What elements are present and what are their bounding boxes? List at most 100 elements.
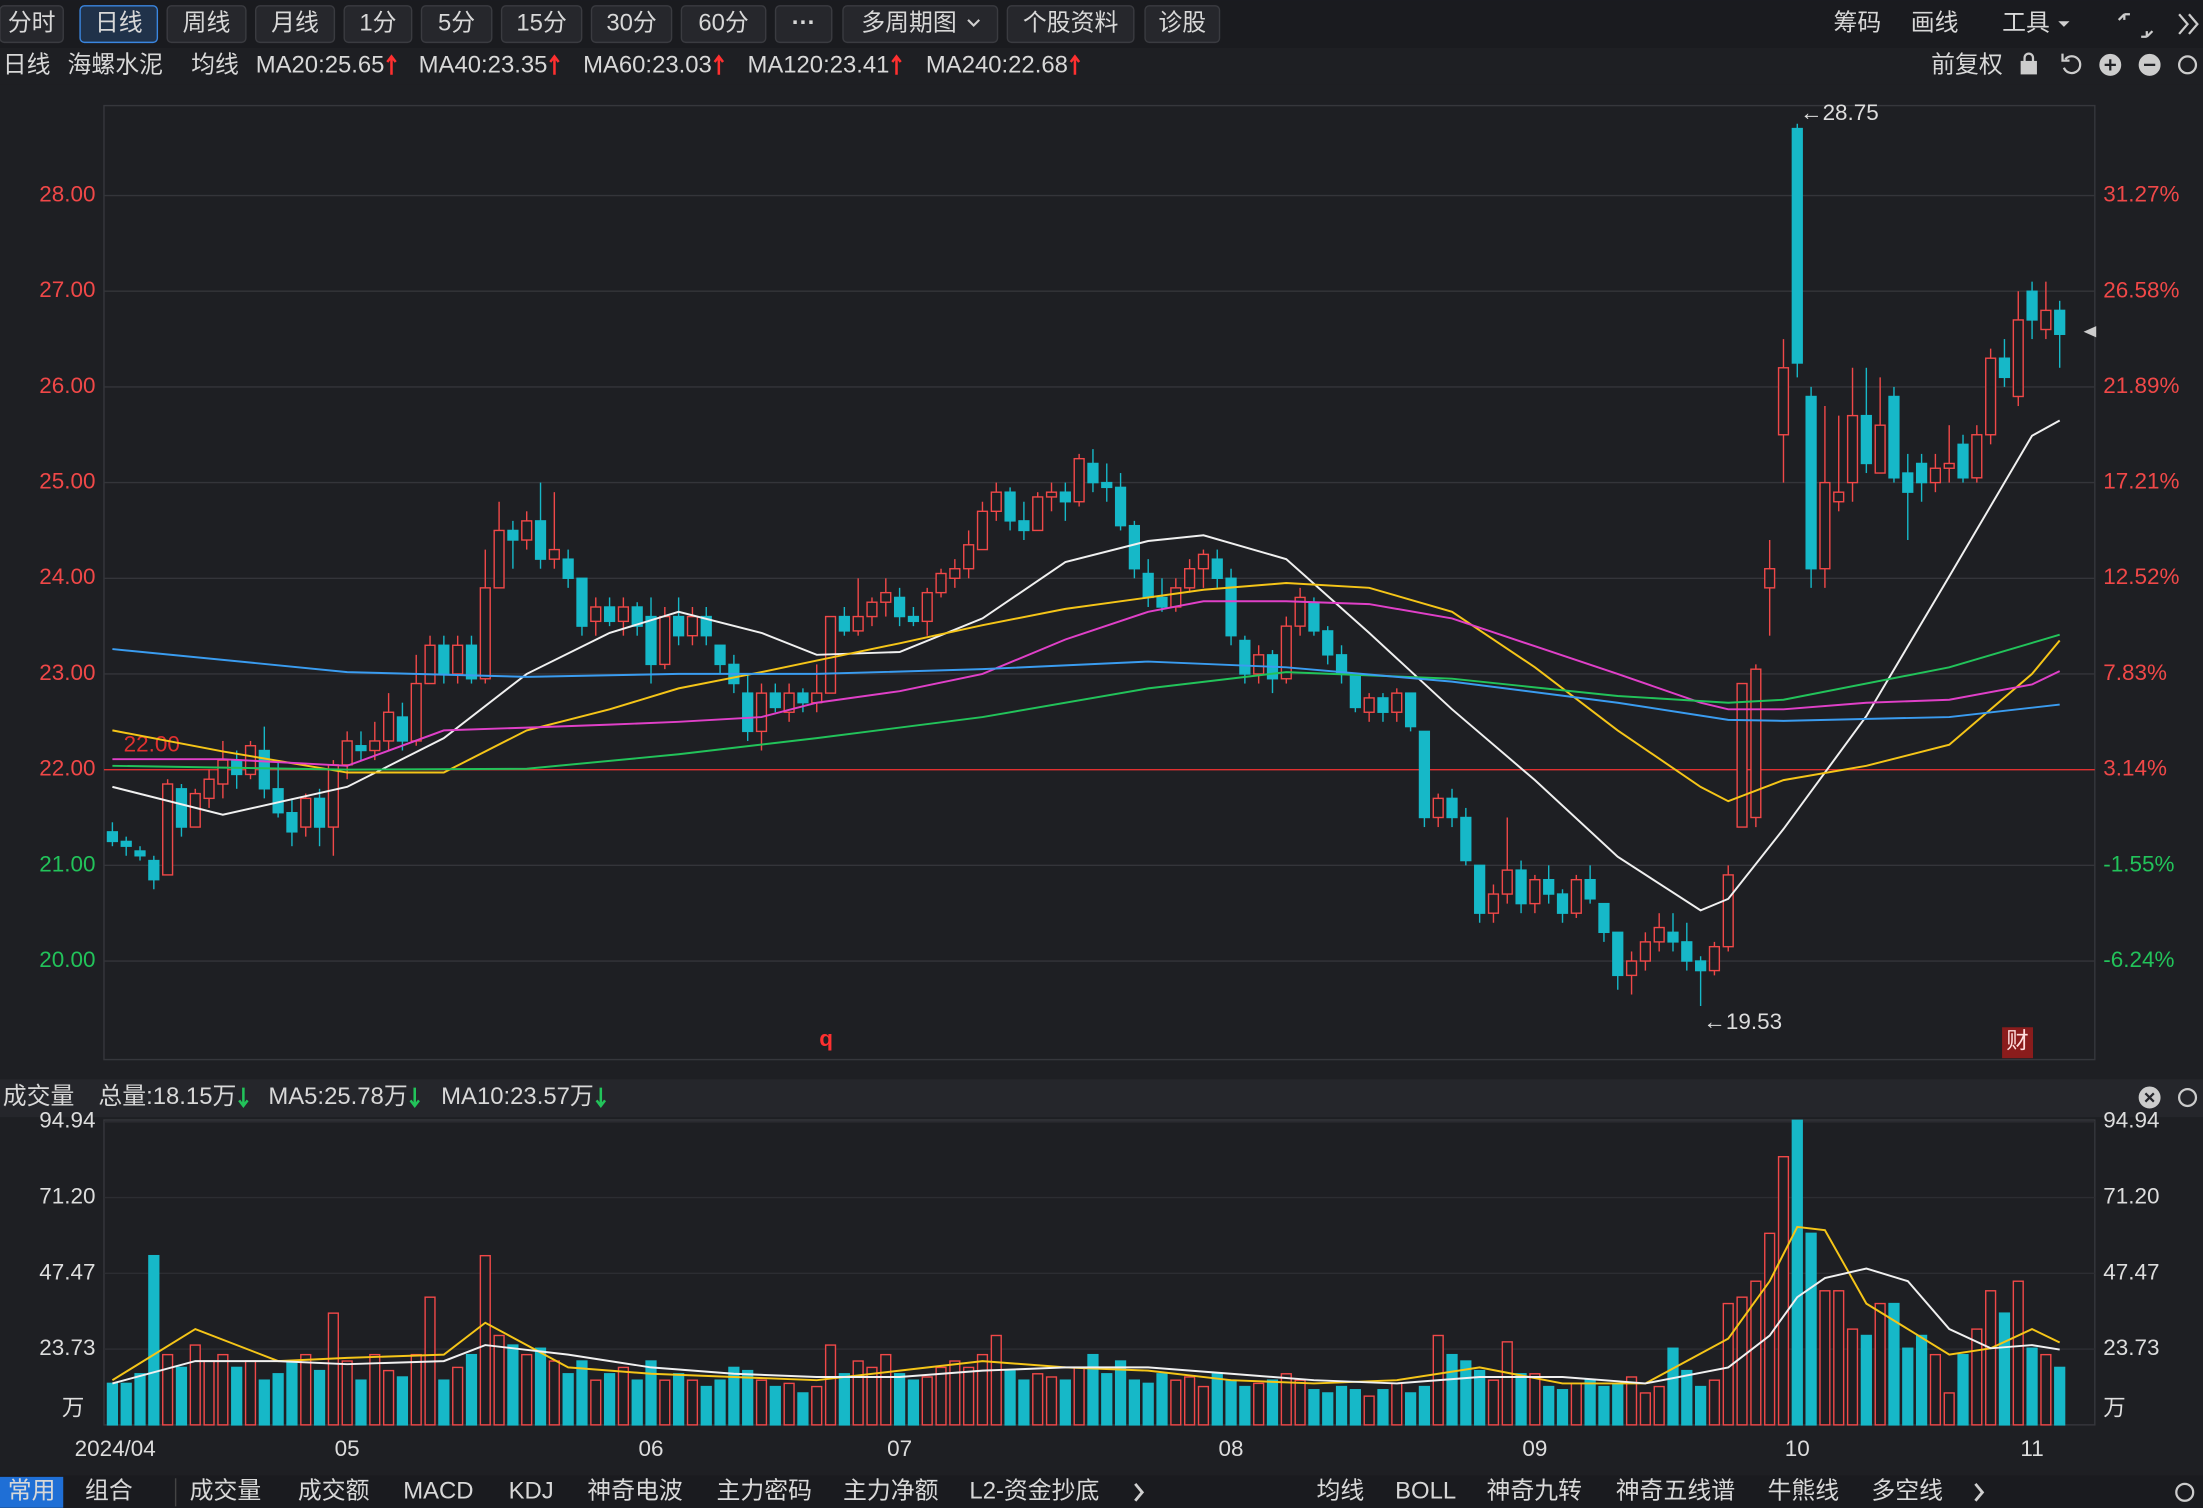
bottom-tab[interactable]: KDJ — [509, 1478, 554, 1505]
y2-tick-label: 17.21% — [2103, 469, 2179, 494]
toolbar-button-bg[interactable] — [79, 5, 159, 44]
candle-body — [300, 797, 312, 828]
y-tick-label: 94.94 — [39, 1108, 95, 1133]
tabs-more[interactable] — [1134, 1482, 1145, 1502]
toolbar-button-bg[interactable] — [680, 5, 767, 44]
bottom-tab[interactable]: 组合 — [85, 1478, 133, 1505]
volume-bar — [479, 1254, 491, 1426]
toolbar-button[interactable]: 诊股 — [1158, 9, 1206, 36]
unit-label: 万 — [62, 1395, 84, 1420]
bottom-tab[interactable]: 神奇九转 — [1486, 1478, 1582, 1505]
toolbar-button-bg[interactable] — [166, 5, 247, 44]
toolbar-button-bg[interactable] — [774, 5, 833, 44]
volume-bar — [631, 1379, 643, 1426]
candle-body — [1708, 945, 1721, 972]
candle-body — [783, 692, 795, 713]
bottom-tab[interactable]: 主力密码 — [717, 1478, 813, 1505]
volume-bar — [921, 1376, 933, 1426]
settings-icon[interactable] — [2177, 55, 2198, 75]
y2-tick-label: 26.58% — [2103, 277, 2179, 302]
bottom-tab[interactable]: 成交量 — [190, 1478, 262, 1505]
tabs-more[interactable] — [1974, 1482, 1985, 1502]
bottom-settings-icon[interactable] — [2175, 1482, 2195, 1502]
toolbar-button[interactable]: 月线 — [271, 9, 319, 36]
toolbar-button-bg[interactable] — [343, 5, 413, 44]
collapse-icon[interactable] — [2178, 13, 2199, 35]
toolbar-button-bg[interactable] — [1144, 5, 1221, 44]
bottom-tab[interactable]: L2-资金抄底 — [969, 1478, 1099, 1505]
toolbar-button[interactable]: 多周期图 — [861, 9, 957, 36]
lock-shackle — [2023, 52, 2035, 63]
volume-bar — [1253, 1382, 1265, 1426]
candle-body — [1446, 797, 1458, 819]
bottom-tab[interactable]: 神奇电波 — [587, 1478, 683, 1505]
toolbar-button[interactable]: 60分 — [698, 9, 748, 36]
event-marker[interactable]: q — [819, 1026, 833, 1051]
toolbar-button[interactable]: 画线 — [1911, 9, 1959, 36]
volume-bar — [700, 1385, 712, 1426]
candle-body — [1639, 941, 1651, 962]
volume-settings-icon[interactable] — [2177, 1087, 2198, 1108]
x-tick-label: 09 — [1522, 1436, 1547, 1461]
toolbar-button[interactable]: 个股资料 — [1023, 9, 1119, 36]
candle-body — [576, 577, 588, 627]
toolbar-button[interactable]: 周线 — [183, 9, 231, 36]
bottom-tab[interactable]: MACD — [403, 1478, 473, 1505]
toolbar-button[interactable]: 分时 — [8, 9, 56, 36]
x-tick-label: 05 — [335, 1436, 360, 1461]
tab-bg[interactable] — [0, 1476, 64, 1508]
candle-body — [1667, 931, 1679, 943]
toolbar-button[interactable]: 30分 — [606, 9, 656, 36]
toolbar-button-bg[interactable] — [1006, 5, 1135, 44]
volume-bar — [120, 1382, 132, 1426]
bottom-tab[interactable]: 均线 — [1316, 1478, 1364, 1505]
x — [2144, 1092, 2155, 1103]
toolbar-button-bg[interactable] — [255, 5, 336, 44]
bottom-tab[interactable]: 神奇五线谱 — [1616, 1478, 1735, 1505]
bottom-tab[interactable]: 多空线 — [1871, 1478, 1943, 1505]
ma-label[interactable]: 均线 — [191, 52, 239, 79]
volume-bar — [1446, 1353, 1458, 1426]
bottom-tab[interactable]: 牛熊线 — [1767, 1478, 1839, 1505]
finance-marker-bg[interactable] — [2002, 1027, 2033, 1059]
volume-bar — [1667, 1347, 1679, 1426]
volume-bar — [258, 1379, 270, 1426]
candle-body — [631, 606, 643, 627]
toolbar-button[interactable]: 1分 — [359, 9, 396, 36]
toolbar-button[interactable]: 筹码 — [1834, 9, 1882, 36]
toolbar-button-bg[interactable] — [590, 5, 673, 44]
lock-icon[interactable] — [2020, 60, 2037, 75]
volume-bar — [728, 1366, 740, 1426]
toolbar-button-bg[interactable] — [842, 5, 999, 44]
toolbar-button[interactable]: 日线 — [95, 9, 143, 36]
volume-bar — [1363, 1395, 1375, 1426]
bottom-tab[interactable]: 成交额 — [298, 1478, 370, 1505]
volume-bar — [300, 1353, 312, 1426]
candle-body — [714, 644, 726, 666]
toolbar-button-bg[interactable] — [0, 5, 64, 44]
volume-bar — [231, 1366, 243, 1426]
toolbar-button[interactable]: 15分 — [516, 9, 566, 36]
toolbar-button-bg[interactable] — [420, 5, 493, 44]
adjust-label[interactable]: 前复权 — [1931, 52, 2003, 79]
bottom-tab[interactable]: 主力净额 — [843, 1478, 939, 1505]
candle-body — [313, 797, 326, 828]
toolbar-button[interactable]: 工具 — [2002, 9, 2050, 36]
candle-body — [1018, 520, 1030, 532]
bottom-tab[interactable]: BOLL — [1395, 1478, 1456, 1505]
toolbar-button-bg[interactable] — [500, 5, 583, 44]
bottom-tab[interactable]: 常用 — [8, 1478, 56, 1505]
expand-icon[interactable] — [2117, 13, 2154, 38]
undo-icon[interactable] — [2061, 53, 2082, 75]
volume-bar — [1280, 1373, 1292, 1426]
volume-bar — [1156, 1373, 1168, 1426]
up-arrow — [713, 54, 725, 75]
x-tick-label: 10 — [1785, 1436, 1810, 1461]
toolbar-button[interactable]: 5分 — [438, 9, 475, 36]
volume-bar — [1971, 1328, 1983, 1426]
toolbar-button[interactable]: ··· — [792, 9, 816, 36]
candle-body — [1211, 558, 1223, 579]
finance-marker[interactable]: 财 — [2006, 1029, 2028, 1054]
candle-body — [852, 615, 864, 632]
volume-bar — [783, 1382, 795, 1426]
